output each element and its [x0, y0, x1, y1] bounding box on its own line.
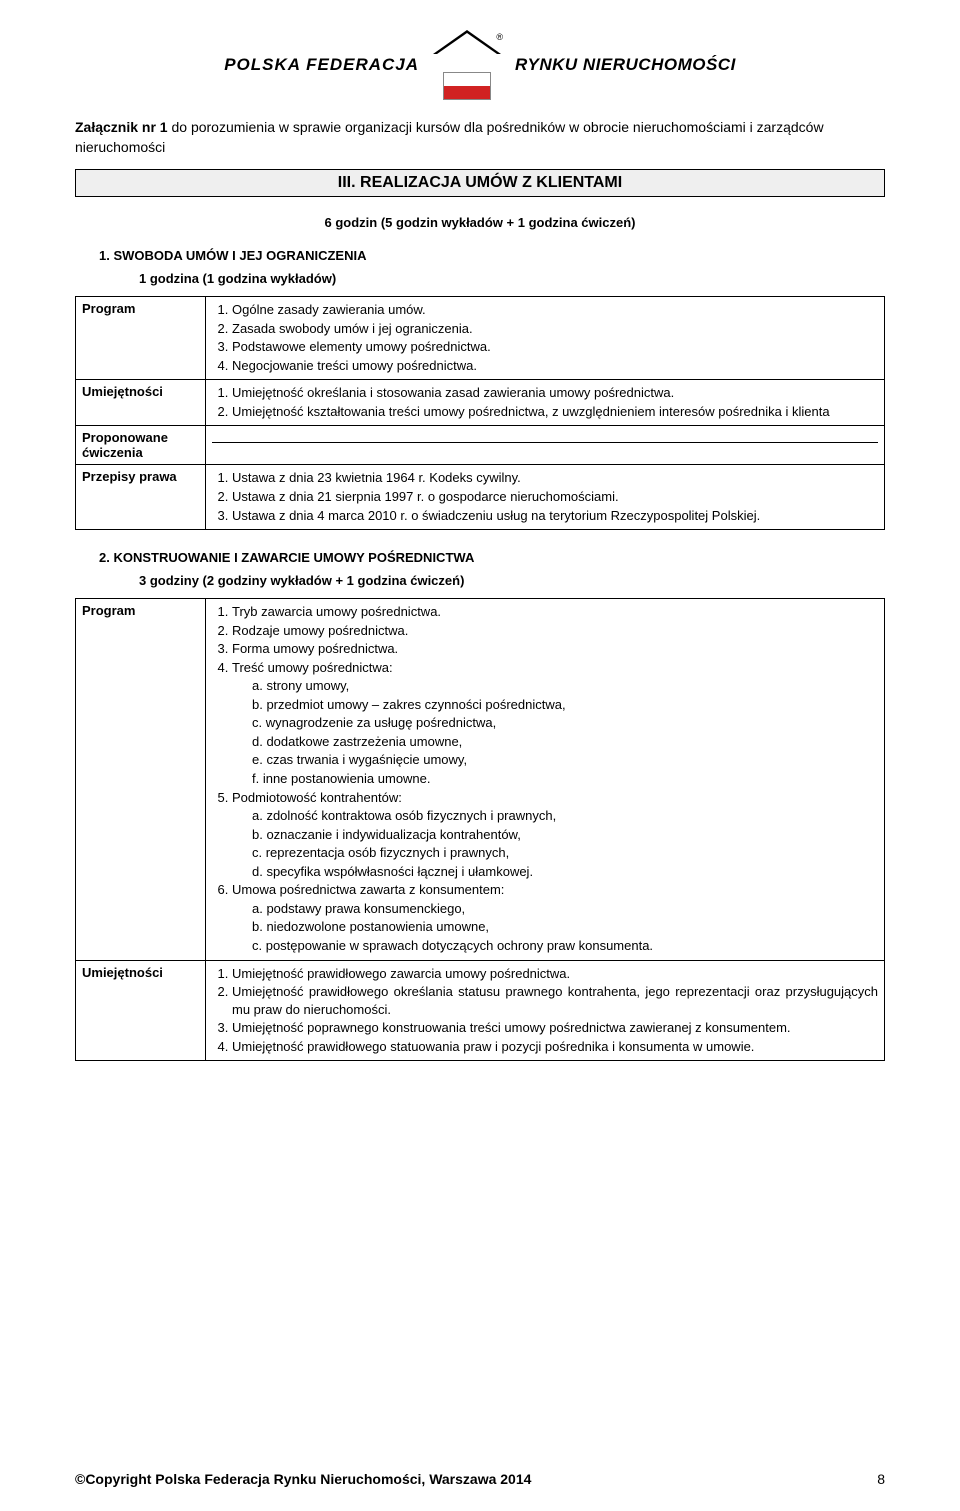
list-item: Umiejętność kształtowania treści umowy p…: [232, 403, 878, 421]
logo-text-left: POLSKA FEDERACJA: [224, 55, 419, 75]
row-content-skills: Umiejętność określania i stosowania zasa…: [206, 380, 885, 426]
flag-icon: [443, 72, 491, 100]
list-item: c. reprezentacja osób fizycznych i prawn…: [252, 844, 878, 862]
footer-copyright: ©Copyright Polska Federacja Rynku Nieruc…: [75, 1471, 531, 1487]
table-row: Przepisy prawa Ustawa z dnia 23 kwietnia…: [76, 465, 885, 530]
list-item: b. przedmiot umowy – zakres czynności po…: [252, 696, 878, 714]
row-content-law: Ustawa z dnia 23 kwietnia 1964 r. Kodeks…: [206, 465, 885, 530]
list-item: c. postępowanie w sprawach dotyczących o…: [252, 937, 878, 955]
empty-line: [212, 430, 878, 443]
list-item: d. dodatkowe zastrzeżenia umowne,: [252, 733, 878, 751]
list-item: Ustawa z dnia 23 kwietnia 1964 r. Kodeks…: [232, 469, 878, 487]
list-item: Umiejętność prawidłowego zawarcia umowy …: [232, 965, 878, 983]
attachment-rest: do porozumienia w sprawie organizacji ku…: [75, 119, 824, 155]
footer-page-number: 8: [877, 1471, 885, 1487]
list-item: Podstawowe elementy umowy pośrednictwa.: [232, 338, 878, 356]
logo-text-right: RYNKU NIERUCHOMOŚCI: [515, 55, 736, 75]
row-label-program: Program: [76, 599, 206, 960]
table-row: Umiejętności Umiejętność prawidłowego za…: [76, 960, 885, 1061]
subsection-2-title: 2. KONSTRUOWANIE I ZAWARCIE UMOWY POŚRED…: [99, 550, 885, 565]
list-item: Umiejętność poprawnego konstruowania tre…: [232, 1019, 878, 1037]
list-item: d. specyfika współwłasności łącznej i uł…: [252, 863, 878, 881]
row-label-law: Przepisy prawa: [76, 465, 206, 530]
row-label-exercises: Proponowane ćwiczenia: [76, 426, 206, 465]
section-hours: 6 godzin (5 godzin wykładów + 1 godzina …: [75, 215, 885, 230]
row-content-program: Ogólne zasady zawierania umów. Zasada sw…: [206, 297, 885, 380]
table-row: Program Ogólne zasady zawierania umów. Z…: [76, 297, 885, 380]
list-item: Umowa pośrednictwa zawarta z konsumentem…: [232, 881, 878, 899]
list-item: f. inne postanowienia umowne.: [252, 770, 878, 788]
list-item: Treść umowy pośrednictwa:: [232, 659, 878, 677]
list-item: Ustawa z dnia 4 marca 2010 r. o świadcze…: [232, 507, 878, 525]
list-item: Rodzaje umowy pośrednictwa.: [232, 622, 878, 640]
row-label-program: Program: [76, 297, 206, 380]
table-row: Umiejętności Umiejętność określania i st…: [76, 380, 885, 426]
list-item: Ustawa z dnia 21 sierpnia 1997 r. o gosp…: [232, 488, 878, 506]
subsection-2-hours: 3 godziny (2 godziny wykładów + 1 godzin…: [139, 573, 885, 588]
list-item: Zasada swobody umów i jej ograniczenia.: [232, 320, 878, 338]
list-item: Umiejętność prawidłowego określania stat…: [232, 983, 878, 1018]
row-label-skills: Umiejętności: [76, 960, 206, 1061]
subsection-1-hours: 1 godzina (1 godzina wykładów): [139, 271, 885, 286]
list-item: a. strony umowy,: [252, 677, 878, 695]
list-item: c. wynagrodzenie za usługę pośrednictwa,: [252, 714, 878, 732]
footer: ©Copyright Polska Federacja Rynku Nieruc…: [75, 1471, 885, 1487]
table-row: Program Tryb zawarcia umowy pośrednictwa…: [76, 599, 885, 960]
list-item: a. zdolność kontraktowa osób fizycznych …: [252, 807, 878, 825]
list-item: Umiejętność określania i stosowania zasa…: [232, 384, 878, 402]
attachment-line: Załącznik nr 1 do porozumienia w sprawie…: [75, 118, 885, 157]
roof-icon: [433, 30, 501, 54]
table-row: Proponowane ćwiczenia: [76, 426, 885, 465]
subsection-1-title: 1. SWOBODA UMÓW I JEJ OGRANICZENIA: [99, 248, 885, 263]
logo-symbol: ®: [427, 30, 507, 100]
list-item: e. czas trwania i wygaśnięcie umowy,: [252, 751, 878, 769]
list-item: b. niedozwolone postanowienia umowne,: [252, 918, 878, 936]
row-content-exercises: [206, 426, 885, 465]
list-item: Tryb zawarcia umowy pośrednictwa.: [232, 603, 878, 621]
list-item: Forma umowy pośrednictwa.: [232, 640, 878, 658]
attachment-bold: Załącznik nr 1: [75, 119, 168, 135]
row-label-skills: Umiejętności: [76, 380, 206, 426]
page-container: POLSKA FEDERACJA ® RYNKU NIERUCHOMOŚCI Z…: [0, 0, 960, 1101]
list-item: Podmiotowość kontrahentów:: [232, 789, 878, 807]
table-1: Program Ogólne zasady zawierania umów. Z…: [75, 296, 885, 530]
list-item: b. oznaczanie i indywidualizacja kontrah…: [252, 826, 878, 844]
row-content-program: Tryb zawarcia umowy pośrednictwa. Rodzaj…: [206, 599, 885, 960]
section-title: III. REALIZACJA UMÓW Z KLIENTAMI: [75, 169, 885, 197]
logo-area: POLSKA FEDERACJA ® RYNKU NIERUCHOMOŚCI: [75, 30, 885, 100]
table-2: Program Tryb zawarcia umowy pośrednictwa…: [75, 598, 885, 1061]
list-item: Negocjowanie treści umowy pośrednictwa.: [232, 357, 878, 375]
row-content-skills: Umiejętność prawidłowego zawarcia umowy …: [206, 960, 885, 1061]
list-item: Umiejętność prawidłowego statuowania pra…: [232, 1038, 878, 1056]
list-item: a. podstawy prawa konsumenckiego,: [252, 900, 878, 918]
list-item: Ogólne zasady zawierania umów.: [232, 301, 878, 319]
